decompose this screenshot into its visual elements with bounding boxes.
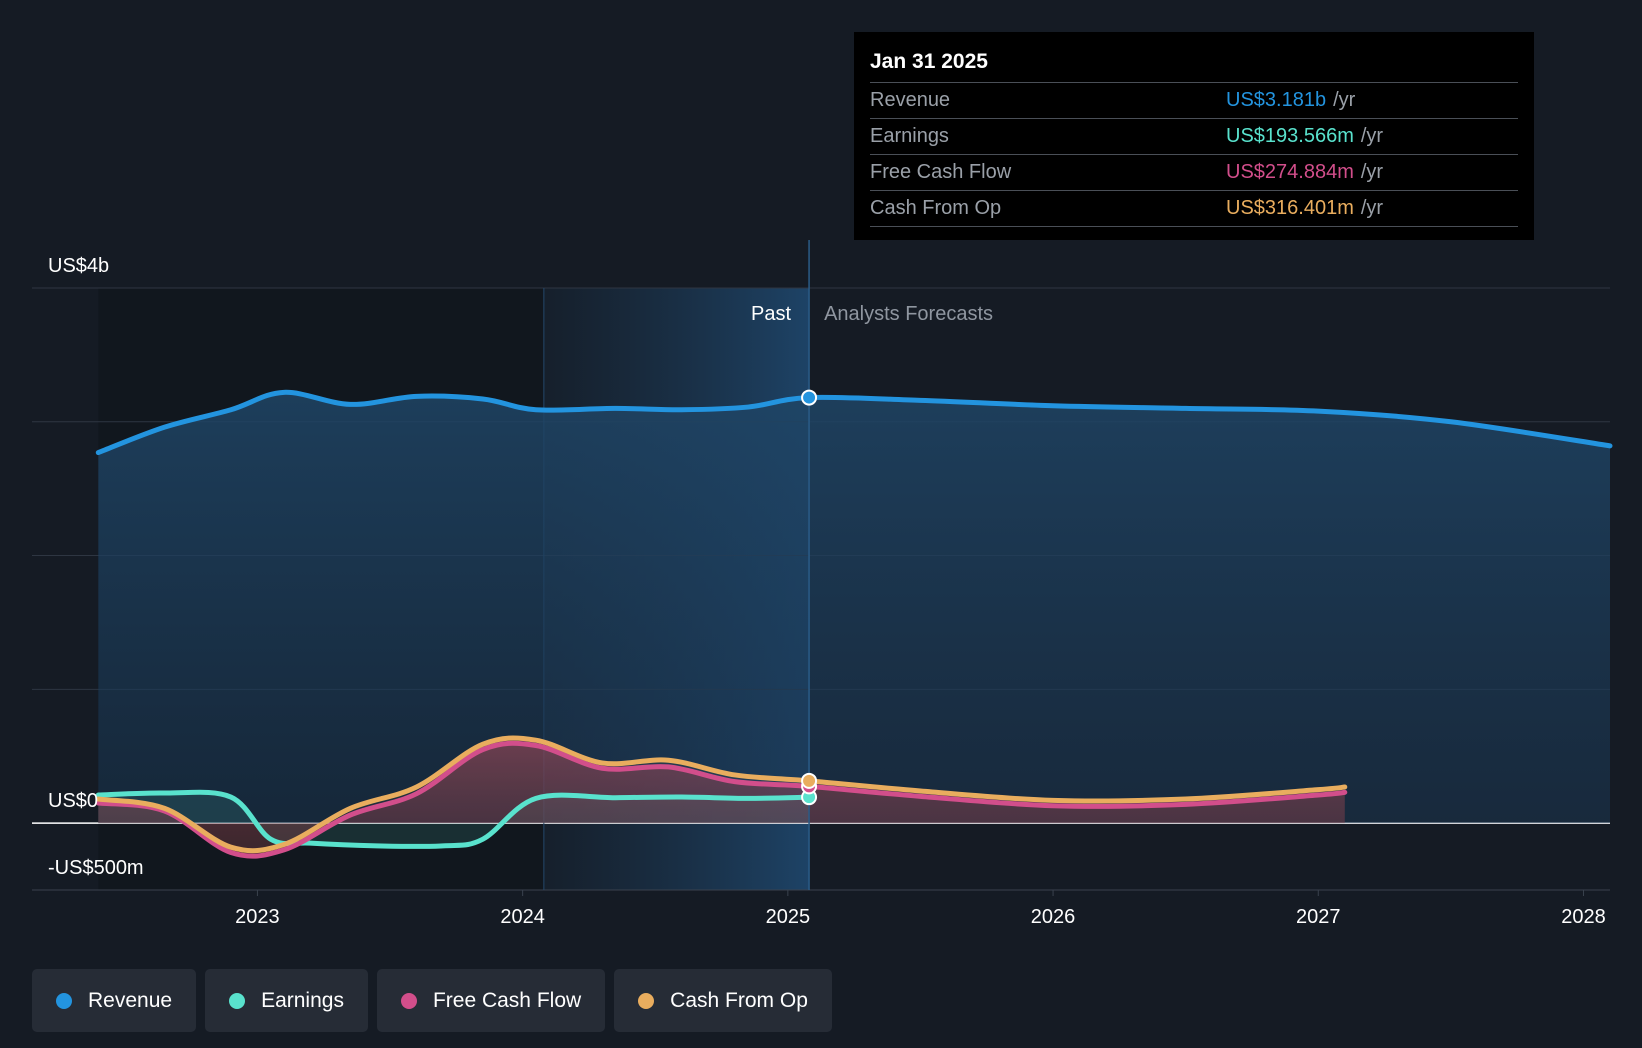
tooltip-name: Earnings — [870, 125, 949, 147]
chart-area: US$4b US$0 -US$500m 2023 2024 2025 2026 2027 202… — [32, 240, 1613, 928]
x-tick-label: 2025 — [766, 906, 811, 928]
revenue-line — [95, 389, 1613, 456]
y-axis-label: -US$500m — [48, 857, 144, 879]
legend-item-cash-from-op[interactable]: Cash From Op — [614, 969, 832, 1032]
legend-dot-icon — [638, 992, 655, 1009]
tooltip-row-earnings: Earnings US$193.566m /yr — [870, 118, 1518, 154]
earnings-line — [95, 789, 812, 849]
tooltip-unit: /yr — [1360, 125, 1384, 147]
tooltip-unit: /yr — [1360, 161, 1384, 183]
x-tick-label: 2023 — [235, 906, 280, 928]
past-label: Past — [751, 303, 791, 325]
legend-label: Cash From Op — [670, 988, 808, 1012]
legend-label: Revenue — [88, 988, 173, 1012]
legend-dot-icon — [229, 992, 246, 1009]
chart-legend: Revenue Earnings Free Cash Flow Cash Fro… — [32, 969, 841, 1032]
tooltip-value: US$316.401m — [1226, 197, 1354, 219]
cash-from-op-marker — [801, 772, 818, 789]
legend-item-revenue[interactable]: Revenue — [32, 969, 197, 1032]
tooltip-unit: /yr — [1333, 89, 1356, 111]
legend-item-free-cash-flow[interactable]: Free Cash Flow — [376, 969, 606, 1032]
revenue-marker — [801, 389, 818, 406]
revenue-area — [98, 392, 1611, 824]
y-axis-label: US$4b — [48, 255, 109, 277]
tooltip-value: US$193.566m — [1226, 125, 1354, 147]
legend-dot-icon — [56, 992, 72, 1009]
tooltip-unit: /yr — [1360, 197, 1384, 219]
x-tick-label: 2026 — [1031, 906, 1076, 928]
free-cash-flow-line — [95, 740, 1348, 859]
cash-from-op-area — [98, 737, 1345, 851]
tooltip-row-free-cash-flow: Free Cash Flow US$274.884m /yr — [870, 154, 1518, 190]
tooltip-date: Jan 31 2025 — [870, 50, 988, 73]
y-axis-label: US$0 — [48, 790, 98, 812]
x-tick-label: 2028 — [1561, 906, 1606, 928]
legend-item-earnings[interactable]: Earnings — [205, 969, 368, 1032]
tooltip-value: US$274.884m — [1226, 161, 1354, 183]
tooltip-name: Cash From Op — [870, 197, 1002, 219]
x-tick-label: 2024 — [500, 906, 545, 928]
tooltip-value: US$3.181b — [1226, 89, 1327, 111]
legend-label: Free Cash Flow — [432, 988, 582, 1012]
x-tick-label: 2027 — [1296, 906, 1341, 928]
legend-label: Earnings — [261, 988, 344, 1012]
legend-dot-icon — [400, 992, 417, 1009]
data-tooltip: Jan 31 2025 Revenue US$3.181b /yr Earnin… — [854, 32, 1534, 240]
forecast-label: Analysts Forecasts — [824, 303, 993, 325]
tooltip-row-revenue: Revenue US$3.181b /yr — [870, 82, 1518, 118]
tooltip-name: Free Cash Flow — [870, 161, 1012, 183]
cash-from-op-line — [95, 735, 1348, 854]
tooltip-name: Revenue — [870, 89, 951, 111]
tooltip-row-cash-from-op: Cash From Op US$316.401m /yr — [870, 190, 1518, 227]
